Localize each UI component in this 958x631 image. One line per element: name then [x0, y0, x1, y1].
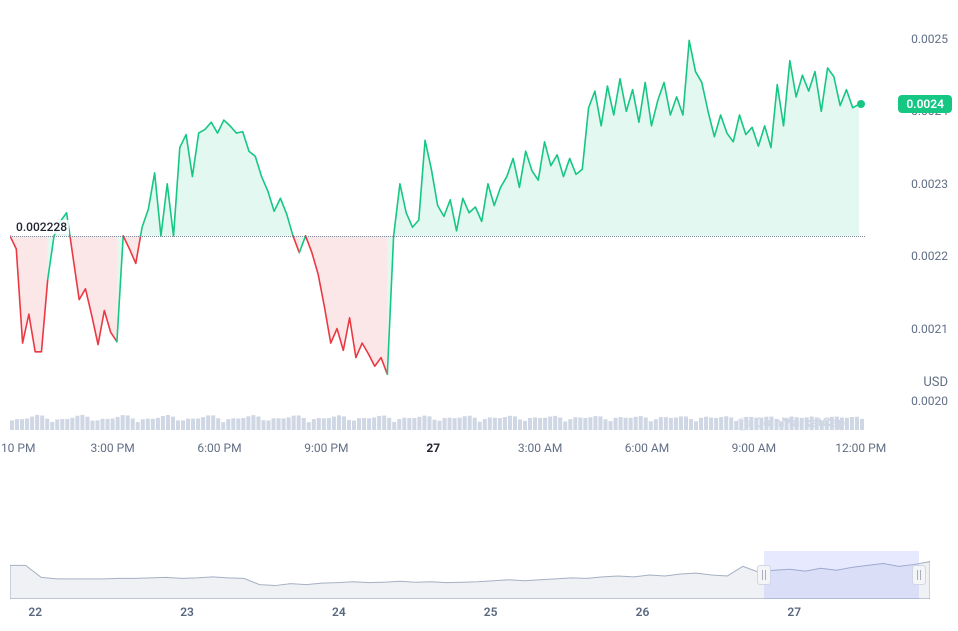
x-tick-label: 9:00 PM [304, 441, 348, 455]
navigator-selection[interactable] [764, 551, 919, 599]
x-tick-label: 9:00 AM [732, 441, 776, 455]
navigator-x-axis: 22 23 24 25 26 27 [10, 601, 930, 621]
price-svg [10, 10, 865, 430]
navigator-tick: 25 [484, 605, 498, 619]
watermark: CoinMarketCap [735, 416, 845, 432]
navigator-tick: 26 [636, 605, 650, 619]
x-tick-label: 3:00 AM [518, 441, 562, 455]
y-tick-label: 0.0023 [911, 177, 948, 191]
chart-container: CoinMarketCap 0.00200.00210.00220.00230.… [0, 0, 958, 631]
navigator-plot[interactable] [10, 551, 930, 599]
y-tick-label: 0.0020 [911, 394, 948, 408]
x-tick-label: 27 [426, 441, 440, 455]
x-tick-label: 12:10 PM [0, 441, 35, 455]
watermark-text: CoinMarketCap [755, 416, 845, 431]
x-tick-label: 6:00 AM [625, 441, 669, 455]
x-tick-label: 3:00 PM [91, 441, 135, 455]
x-axis: 12:10 PM3:00 PM6:00 PM9:00 PM273:00 AM6:… [10, 435, 865, 465]
y-tick-label: 0.0022 [911, 249, 948, 263]
y-tick-label: 0.0021 [911, 322, 948, 336]
currency-label: USD [923, 375, 948, 390]
y-axis: 0.0020 0.0021 0.0022 0.0023 0.0024 0.0025 [878, 10, 958, 430]
baseline-line [10, 236, 865, 237]
current-price-dot [857, 100, 865, 108]
baseline-label: 0.002228 [14, 220, 69, 234]
x-tick-label: 12:00 PM [835, 441, 886, 455]
x-tick-label: 6:00 PM [197, 441, 241, 455]
main-chart[interactable]: CoinMarketCap 0.00200.00210.00220.00230.… [0, 0, 958, 520]
navigator-tick: 23 [180, 605, 194, 619]
navigator-handle-right[interactable] [912, 565, 926, 585]
navigator-handle-left[interactable] [757, 565, 771, 585]
navigator-tick: 27 [787, 605, 801, 619]
current-price-badge: 0.0024 [898, 95, 952, 113]
navigator-chart[interactable]: 22 23 24 25 26 27 [10, 551, 930, 621]
plot-area[interactable]: CoinMarketCap [10, 10, 865, 430]
navigator-tick: 24 [332, 605, 346, 619]
navigator-tick: 22 [28, 605, 42, 619]
y-tick-label: 0.0025 [911, 32, 948, 46]
